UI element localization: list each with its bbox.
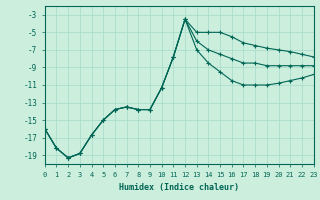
X-axis label: Humidex (Indice chaleur): Humidex (Indice chaleur) [119,183,239,192]
